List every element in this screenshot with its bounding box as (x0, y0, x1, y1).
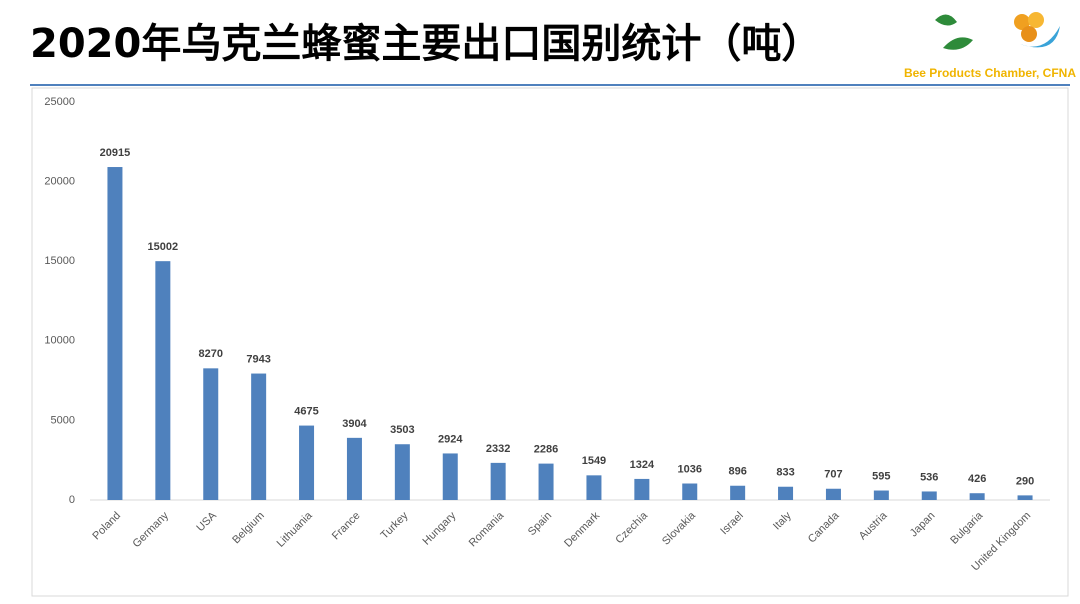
y-tick-label: 0 (69, 494, 75, 506)
value-label: 20915 (100, 147, 131, 159)
bar (1017, 495, 1033, 500)
value-label: 707 (824, 469, 842, 481)
value-label: 8270 (199, 348, 223, 360)
bar (969, 493, 985, 500)
bar (921, 491, 937, 500)
bar (346, 437, 362, 500)
bar (442, 453, 458, 500)
bar (778, 486, 794, 500)
bar (107, 167, 123, 500)
value-label: 3503 (390, 424, 414, 436)
bar (538, 463, 554, 500)
value-label: 536 (920, 471, 938, 483)
value-label: 15002 (148, 241, 179, 253)
value-label: 1549 (582, 455, 606, 467)
source: Bee Products Chamber, CFNA (904, 66, 1076, 80)
y-tick-label: 10000 (44, 335, 75, 347)
y-tick-label: 15000 (44, 255, 75, 267)
value-label: 833 (776, 467, 794, 479)
logo (935, 12, 1060, 50)
value-label: 290 (1016, 475, 1034, 487)
bar (394, 444, 410, 500)
value-label: 2286 (534, 444, 558, 456)
bar (682, 483, 698, 500)
bar (825, 488, 841, 500)
chart-title: 2020年乌克兰蜂蜜主要出口国别统计（吨） (30, 21, 821, 67)
bar (873, 490, 889, 500)
value-label: 595 (872, 470, 890, 482)
value-label: 7943 (246, 353, 270, 365)
y-tick-label: 25000 (44, 96, 75, 108)
bar (730, 485, 746, 500)
y-tick-label: 20000 (44, 176, 75, 188)
bar (586, 475, 602, 500)
bar (155, 261, 171, 500)
value-label: 3904 (342, 418, 367, 430)
bar (251, 373, 267, 500)
value-label: 2332 (486, 443, 510, 455)
bar (490, 462, 506, 500)
value-label: 4675 (294, 405, 318, 417)
value-label: 896 (728, 466, 746, 478)
bar (203, 368, 219, 500)
chart-frame (31, 87, 1069, 597)
value-label: 426 (968, 473, 986, 485)
value-label: 1324 (630, 459, 655, 471)
value-label: 2924 (438, 433, 463, 445)
value-label: 1036 (678, 463, 702, 475)
y-tick-label: 5000 (51, 414, 75, 426)
bar (299, 425, 315, 500)
bar (634, 478, 650, 500)
